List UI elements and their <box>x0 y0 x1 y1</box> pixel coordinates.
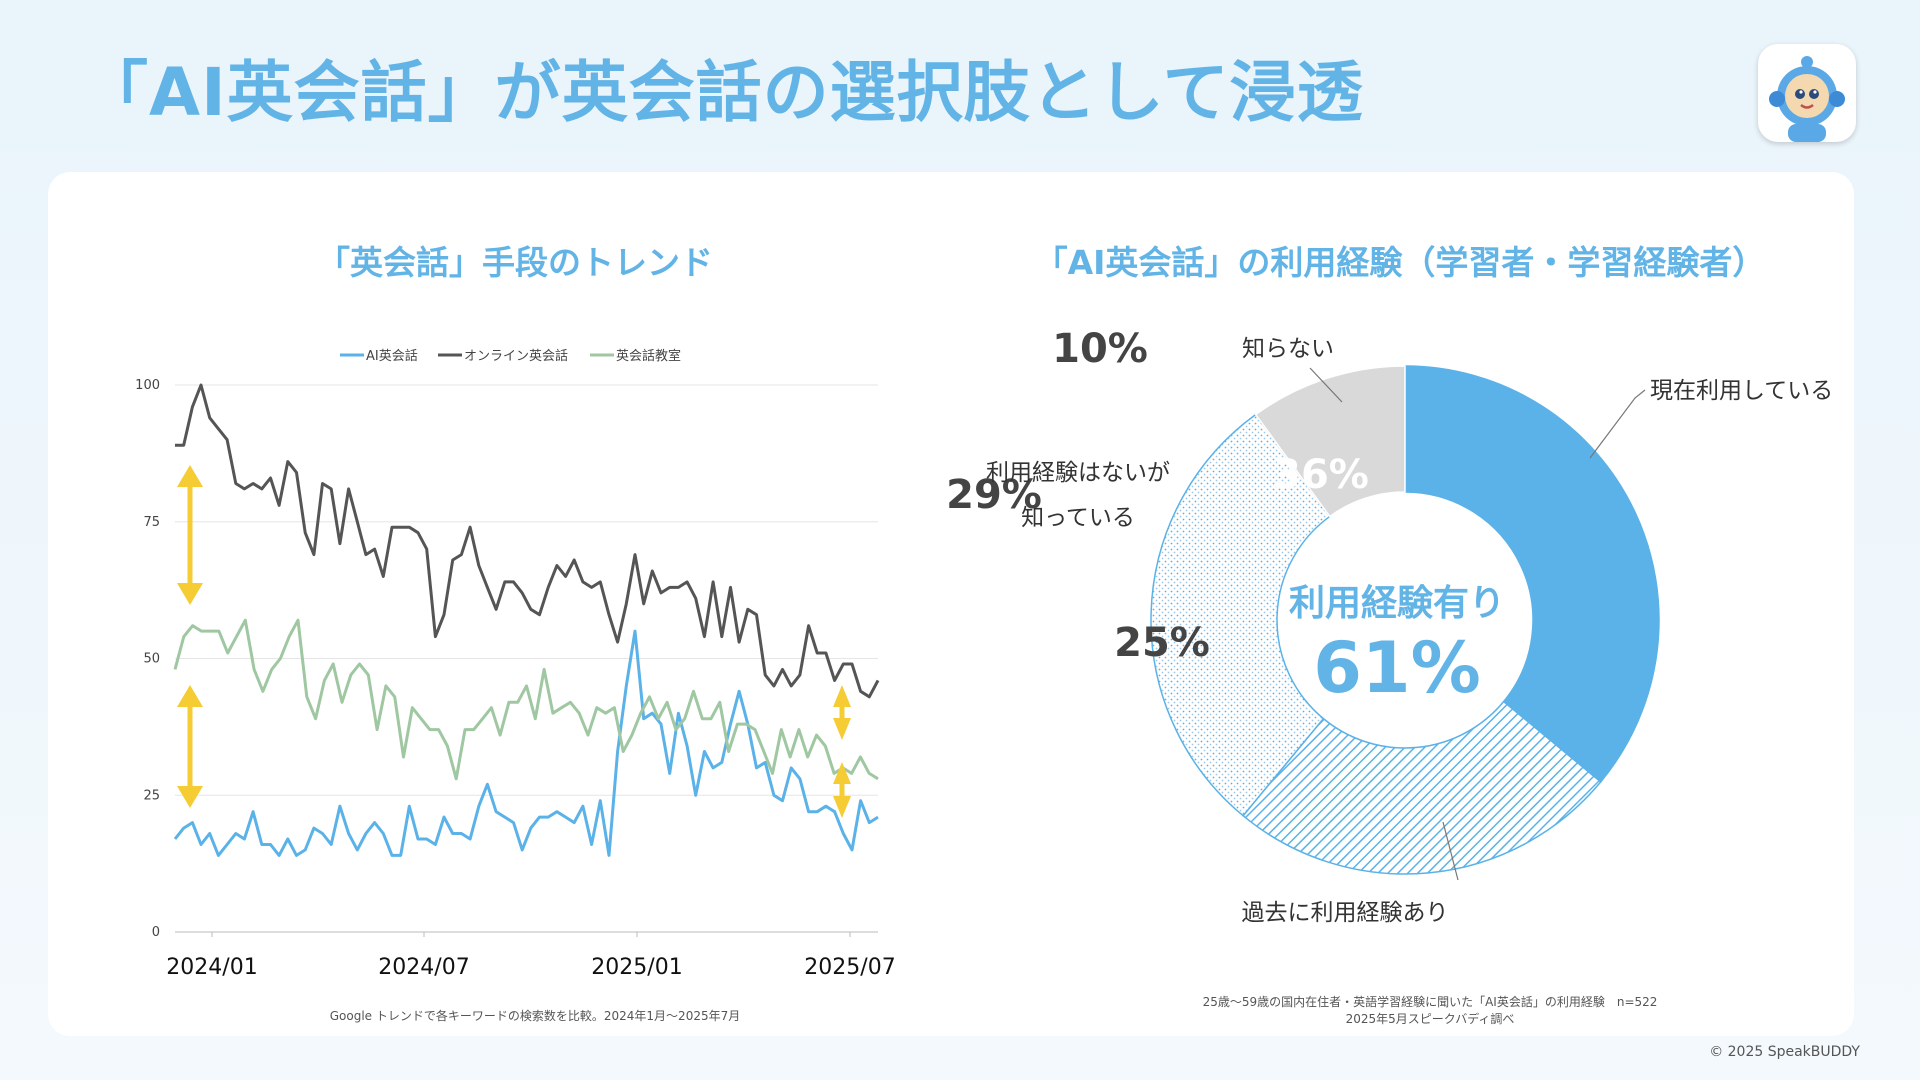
arrow-head-down <box>833 718 851 740</box>
arrow-head-down <box>177 583 203 605</box>
donut-slice-0 <box>1404 365 1660 783</box>
slice-label-unknown: 知らない <box>1242 336 1334 362</box>
arrow-head-up <box>177 685 203 707</box>
center-value: 61% <box>1313 627 1481 709</box>
double-arrow-icon <box>833 685 851 740</box>
slice-label-aware-line-1: 利用経験はないが <box>986 460 1170 486</box>
donut-slice-3 <box>1254 365 1406 518</box>
arrow-head-up <box>177 465 203 487</box>
slice-percent-label: 10% <box>1052 326 1148 372</box>
y-tick-label: 75 <box>143 515 160 530</box>
slice-percent-label: 29% <box>946 472 1042 518</box>
legend-label: AI英会話 <box>366 348 418 364</box>
x-tick-label: 2024/07 <box>378 955 469 980</box>
pie-chart-note: 25歳〜59歳の国内在住者・英語学習経験に聞いた「AI英会話」の利用経験 n=5… <box>1070 994 1790 1028</box>
y-tick-label: 25 <box>143 788 160 803</box>
center-label: 利用経験有り <box>1289 583 1505 624</box>
legend-item: AI英会話 <box>340 348 418 364</box>
y-tick-label: 100 <box>135 378 160 393</box>
copyright: © 2025 SpeakBUDDY <box>1709 1044 1860 1060</box>
donut-slice-2 <box>1150 413 1331 817</box>
pie-chart-title: 「AI英会話」の利用経験（学習者・学習経験者） <box>1034 243 1766 282</box>
leader-line-hidden <box>1055 372 1110 376</box>
legend-item: 英会話教室 <box>590 348 681 364</box>
series-line-0 <box>173 629 879 857</box>
legend-item: オンライン英会話 <box>438 348 568 364</box>
legend-label: オンライン英会話 <box>464 348 568 364</box>
double-arrow-icon <box>177 465 203 605</box>
leader-line <box>1309 367 1343 403</box>
arrow-head-down <box>177 786 203 808</box>
pie-note-line-1: 25歳〜59歳の国内在住者・英語学習経験に聞いた「AI英会話」の利用経験 n=5… <box>1202 995 1658 1009</box>
double-arrow-icon <box>177 685 203 808</box>
x-tick-label: 2025/01 <box>591 955 682 980</box>
series-line-1 <box>175 383 880 699</box>
slice-label-aware-line-2: 知っている <box>1021 505 1135 531</box>
arrow-head-down <box>833 796 851 818</box>
arrow-head-up <box>833 685 851 707</box>
x-tick-label: 2025/07 <box>804 955 895 980</box>
double-arrow-icon <box>833 762 851 818</box>
slice-label-past: 過去に利用経験あり <box>1242 900 1449 926</box>
line-chart-title: 「英会話」手段のトレンド <box>317 243 713 282</box>
series-line-2 <box>173 618 879 781</box>
y-tick-label: 50 <box>143 652 160 667</box>
x-tick-label: 2024/01 <box>166 955 257 980</box>
robot-mascot-icon <box>1758 44 1856 142</box>
line-chart: 0 25 50 75 100 2024/01 2024/07 2025/01 2025/07 AI… <box>135 348 896 980</box>
page-title: 「AI英会話」が英会話の選択肢として浸透 <box>82 54 1364 131</box>
leader-line <box>1442 821 1459 881</box>
donut-slice-1 <box>1242 700 1602 875</box>
slice-label-current: 現在利用している <box>1650 378 1833 404</box>
line-chart-note: Google トレンドで各キーワードの検索数を比較。2024年1月〜2025年7… <box>329 1009 741 1023</box>
slice-percent-label: 25% <box>1114 620 1210 666</box>
leader-line <box>1589 389 1646 459</box>
y-tick-label: 0 <box>152 925 160 940</box>
arrow-head-up <box>833 762 851 784</box>
slice-percent-label: 36% <box>1273 452 1369 498</box>
pie-note-line-2: 2025年5月スピークバディ調べ <box>1345 1012 1515 1026</box>
legend-label: 英会話教室 <box>616 348 681 364</box>
